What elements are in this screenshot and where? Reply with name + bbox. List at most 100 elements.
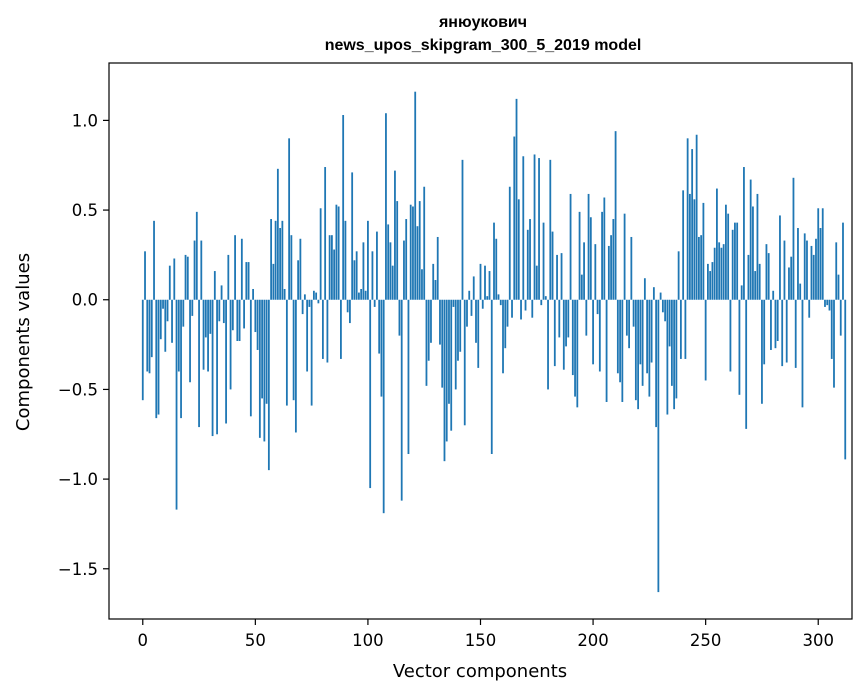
bar <box>371 251 374 300</box>
x-tick-label: 50 <box>245 631 266 650</box>
bar <box>702 202 705 300</box>
bar <box>396 201 399 300</box>
bar <box>810 245 813 300</box>
bar <box>319 208 322 300</box>
bar <box>292 299 295 401</box>
bar <box>790 256 793 300</box>
bar <box>486 296 489 300</box>
bar <box>587 193 590 300</box>
bar <box>331 235 333 300</box>
bar <box>682 190 685 300</box>
bar <box>614 131 617 300</box>
bar <box>520 299 522 320</box>
bar <box>324 167 327 300</box>
bar <box>427 299 430 361</box>
bar <box>634 299 637 401</box>
bar <box>565 299 567 347</box>
bar <box>267 299 270 471</box>
bar <box>666 299 669 415</box>
bar <box>193 240 196 300</box>
bar <box>220 285 223 300</box>
bar <box>812 254 815 300</box>
bar <box>770 299 772 350</box>
bar <box>502 299 504 374</box>
bar <box>632 299 635 327</box>
bar <box>209 299 212 334</box>
bar <box>535 265 538 300</box>
bar <box>695 134 698 300</box>
bar <box>700 235 703 300</box>
bar <box>249 299 252 417</box>
bar <box>761 299 763 404</box>
bar <box>360 288 363 300</box>
bar <box>418 201 421 300</box>
bar <box>409 204 412 300</box>
bar <box>436 236 439 300</box>
bar <box>616 299 619 374</box>
bar <box>225 299 227 424</box>
bar <box>736 222 739 300</box>
bar <box>731 229 734 300</box>
bar <box>661 299 664 313</box>
bar <box>571 299 574 376</box>
bar <box>204 299 207 338</box>
bar <box>306 299 309 372</box>
bar <box>191 299 194 316</box>
bar <box>272 263 275 300</box>
bar <box>288 138 291 300</box>
bar <box>783 240 786 300</box>
bar <box>270 219 273 300</box>
bar <box>168 265 171 300</box>
bar <box>216 299 218 435</box>
bar <box>650 299 653 363</box>
bar <box>403 240 405 300</box>
bar <box>144 251 146 300</box>
bar <box>254 299 257 333</box>
bar <box>637 299 640 410</box>
bar <box>380 299 383 397</box>
bar <box>382 299 385 514</box>
bar <box>797 228 799 300</box>
bar <box>585 299 588 336</box>
bar <box>240 238 243 300</box>
bar <box>148 299 151 374</box>
bar <box>412 206 414 300</box>
bar <box>150 299 153 358</box>
y-tick-label: 0.0 <box>72 291 98 310</box>
bar <box>222 299 225 324</box>
bar <box>308 299 311 307</box>
bar <box>781 299 784 367</box>
bar <box>353 260 356 300</box>
bar <box>612 219 615 300</box>
x-axis: 0 50 100 150 200 250 300 <box>138 619 834 650</box>
bar <box>819 228 822 300</box>
chart-title: янюукович <box>438 14 527 31</box>
bar <box>596 299 599 315</box>
bar <box>594 244 597 300</box>
bar <box>623 213 626 300</box>
bar <box>276 168 279 300</box>
bar <box>261 299 263 399</box>
bar <box>745 299 748 429</box>
y-tick-label: 0.5 <box>72 201 98 220</box>
bar <box>367 220 369 300</box>
bar <box>328 235 331 300</box>
bar <box>312 290 315 300</box>
bar <box>538 158 540 300</box>
bar <box>373 299 376 307</box>
bar <box>398 299 401 336</box>
bar <box>265 299 268 404</box>
bar <box>821 208 824 300</box>
bar <box>389 242 392 300</box>
bar <box>385 113 387 300</box>
bar <box>619 299 621 383</box>
bar <box>218 299 221 322</box>
bar <box>542 222 545 300</box>
bar <box>610 235 612 300</box>
bar <box>553 299 556 367</box>
bar <box>686 138 689 300</box>
plot-frame <box>108 62 853 620</box>
bar <box>569 193 572 300</box>
bar <box>499 299 502 306</box>
